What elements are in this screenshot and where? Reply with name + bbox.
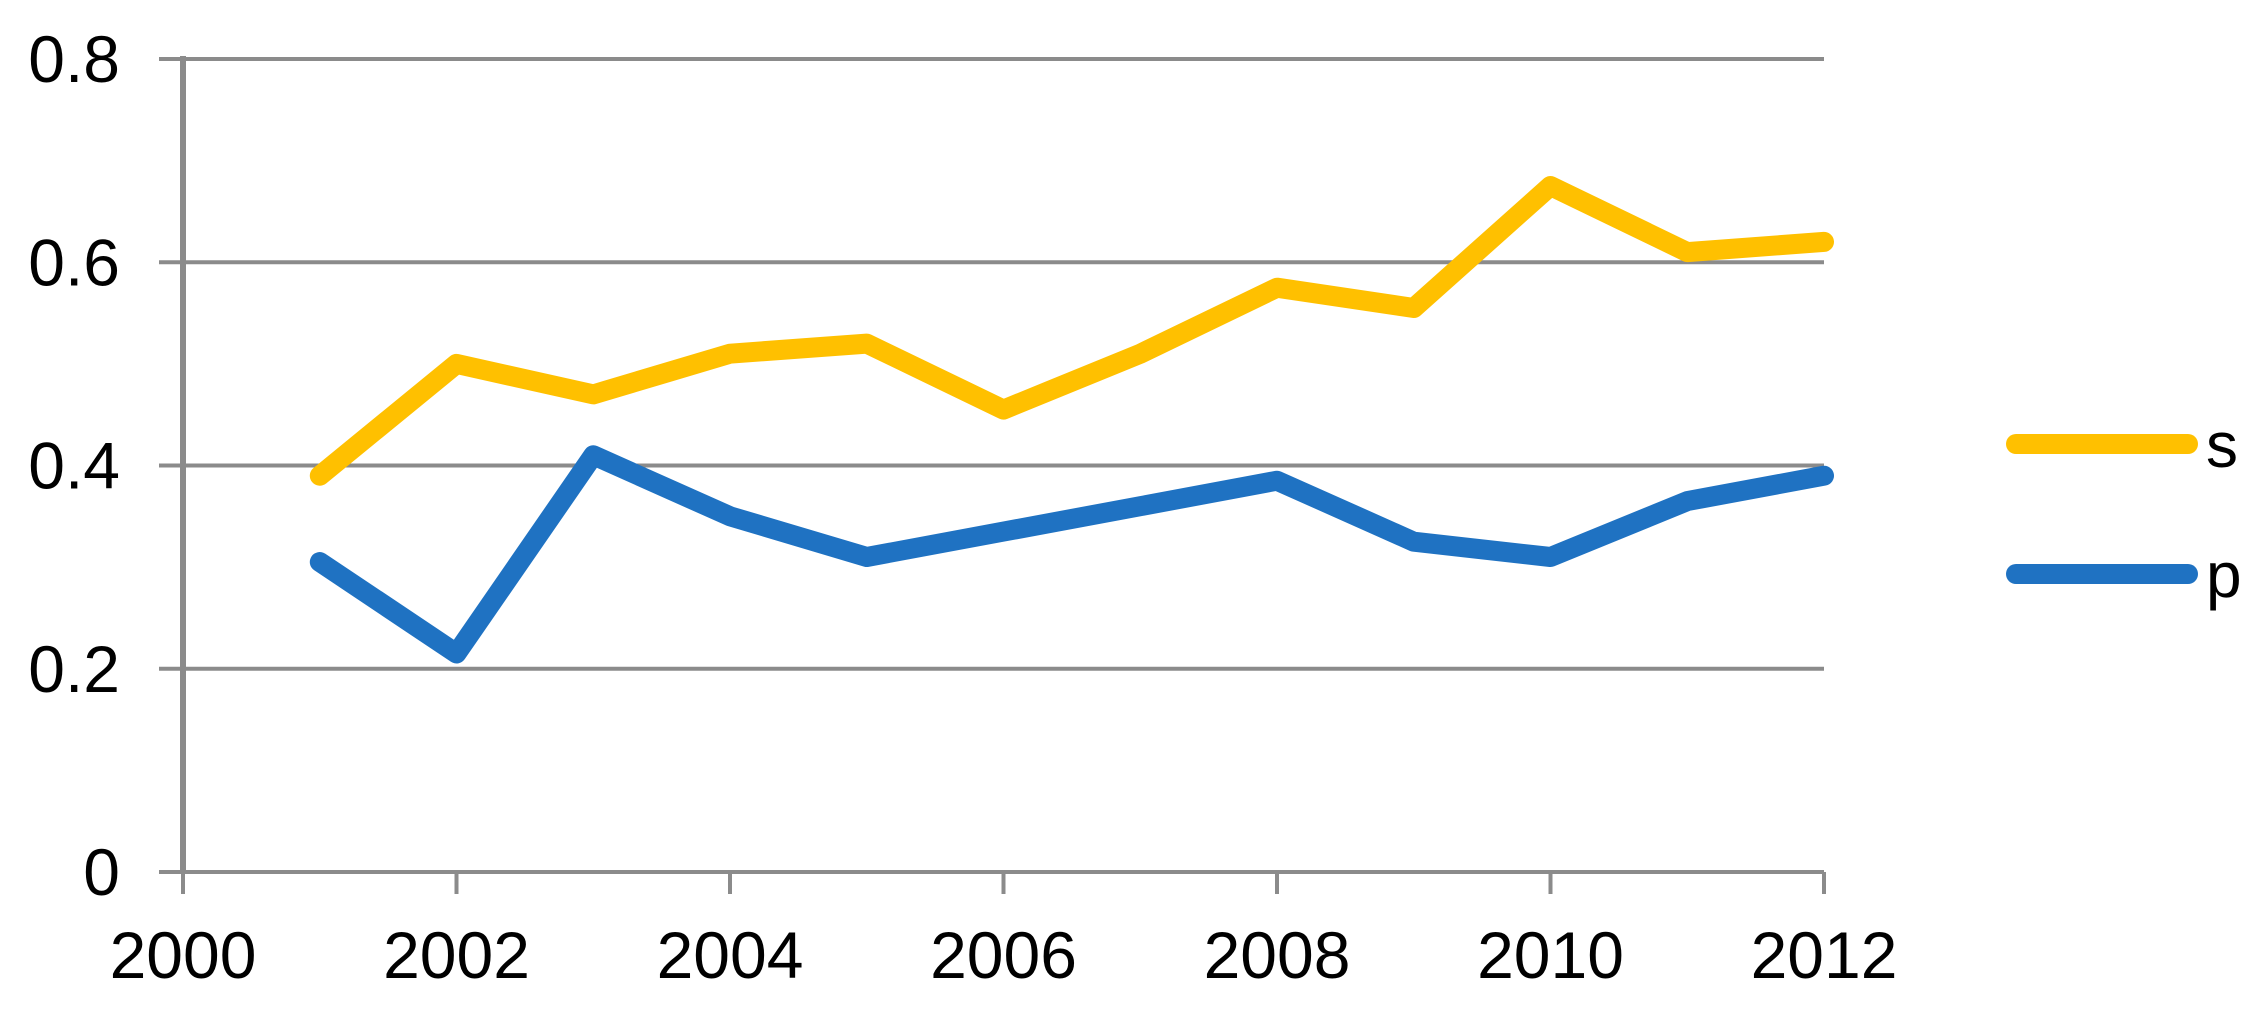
series-lines [309,176,1834,664]
y-tick-label: 0.6 [28,225,120,299]
x-tick-label: 2008 [1204,918,1351,992]
x-tick-label: 2010 [1477,918,1624,992]
legend-label-p: p [2206,539,2242,611]
axes [159,56,1826,894]
y-tick-label: 0.2 [28,632,120,706]
legend: s p [2006,409,2242,611]
x-tick-label: 2012 [1751,918,1898,992]
x-tick-label: 2004 [657,918,804,992]
series-p-line [309,445,1834,664]
y-tick-label: 0.4 [28,429,120,503]
y-axis-tick-labels: 0 0.2 0.4 0.6 0.8 [28,22,120,909]
x-tick-label: 2006 [930,918,1077,992]
y-tick-label: 0 [83,835,120,909]
series-s-line [309,176,1834,486]
x-tick-label: 2000 [110,918,257,992]
gridlines [183,57,1824,874]
legend-label-s: s [2206,409,2238,481]
x-tick-label: 2002 [383,918,530,992]
x-axis-tick-labels: 2000 2002 2004 2006 2008 2010 2012 [110,918,1898,992]
y-tick-label: 0.8 [28,22,120,96]
